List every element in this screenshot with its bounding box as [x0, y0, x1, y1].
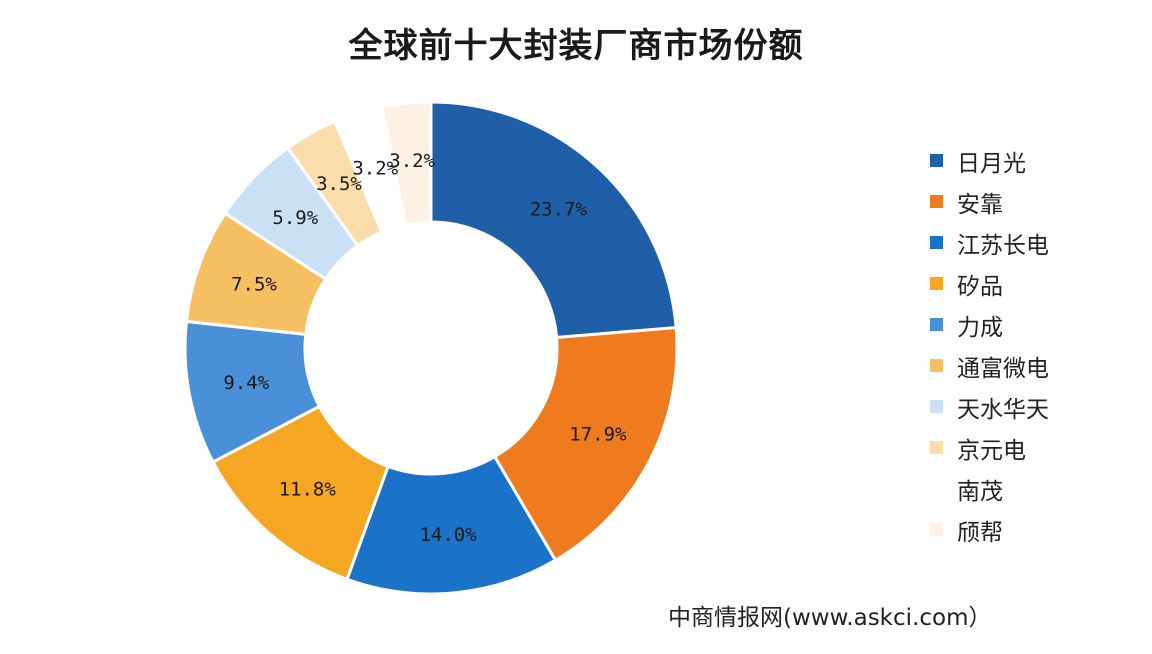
legend-swatch-2: [930, 195, 943, 208]
legend-swatch-10: [930, 523, 943, 536]
legend-label-4: 矽品: [957, 273, 1003, 300]
legend-item-3: 江苏长电: [930, 222, 1049, 263]
data-label-2: 17.9%: [569, 424, 627, 446]
legend-swatch-5: [930, 318, 943, 331]
legend-item-2: 安靠: [930, 181, 1049, 222]
legend-item-9: 南茂: [930, 468, 1049, 509]
legend-label-9: 南茂: [957, 478, 1003, 505]
donut-slice-1: [429, 100, 678, 340]
chart-title: 全球前十大封装厂商市场份额: [348, 26, 804, 66]
legend-label-10: 颀帮: [957, 519, 1003, 546]
data-label-3: 14.0%: [419, 524, 477, 546]
donut-slice-10: [380, 100, 433, 227]
legend-swatch-9: [930, 482, 943, 495]
legend-swatch-1: [930, 154, 943, 167]
legend-item-6: 通富微电: [930, 345, 1049, 386]
legend-item-7: 天水华天: [930, 386, 1049, 427]
data-label-10: 3.2%: [389, 150, 435, 172]
donut-labels: 23.7%17.9%14.0%11.8%9.4%7.5%5.9%3.5%3.2%…: [223, 150, 627, 546]
legend-swatch-8: [930, 441, 943, 454]
legend-item-5: 力成: [930, 304, 1049, 345]
legend-swatch-7: [930, 400, 943, 413]
donut-slices: [183, 100, 679, 596]
data-label-8: 3.5%: [316, 173, 362, 195]
data-label-7: 5.9%: [272, 207, 318, 229]
data-label-4: 11.8%: [279, 478, 337, 500]
legend-swatch-4: [930, 277, 943, 290]
legend: 日月光安靠江苏长电矽品力成通富微电天水华天京元电南茂颀帮: [930, 140, 1049, 550]
data-label-9: 3.2%: [352, 157, 398, 179]
legend-label-1: 日月光: [957, 150, 1026, 177]
donut-slice-3: [345, 454, 558, 596]
legend-label-3: 江苏长电: [957, 232, 1049, 259]
data-label-1: 23.7%: [530, 199, 588, 221]
data-label-5: 9.4%: [223, 372, 269, 394]
legend-label-6: 通富微电: [957, 355, 1049, 382]
legend-item-10: 颀帮: [930, 509, 1049, 550]
donut-slice-2: [492, 325, 679, 563]
legend-label-7: 天水华天: [957, 396, 1049, 423]
legend-item-8: 京元电: [930, 427, 1049, 468]
legend-swatch-6: [930, 359, 943, 372]
legend-item-1: 日月光: [930, 140, 1049, 181]
data-label-6: 7.5%: [231, 274, 277, 296]
legend-swatch-3: [930, 236, 943, 249]
source-label: 中商情报网(www.askci.com）: [668, 605, 992, 631]
legend-item-4: 矽品: [930, 263, 1049, 304]
legend-label-5: 力成: [957, 314, 1003, 341]
legend-label-2: 安靠: [957, 191, 1003, 218]
legend-label-8: 京元电: [957, 437, 1026, 464]
